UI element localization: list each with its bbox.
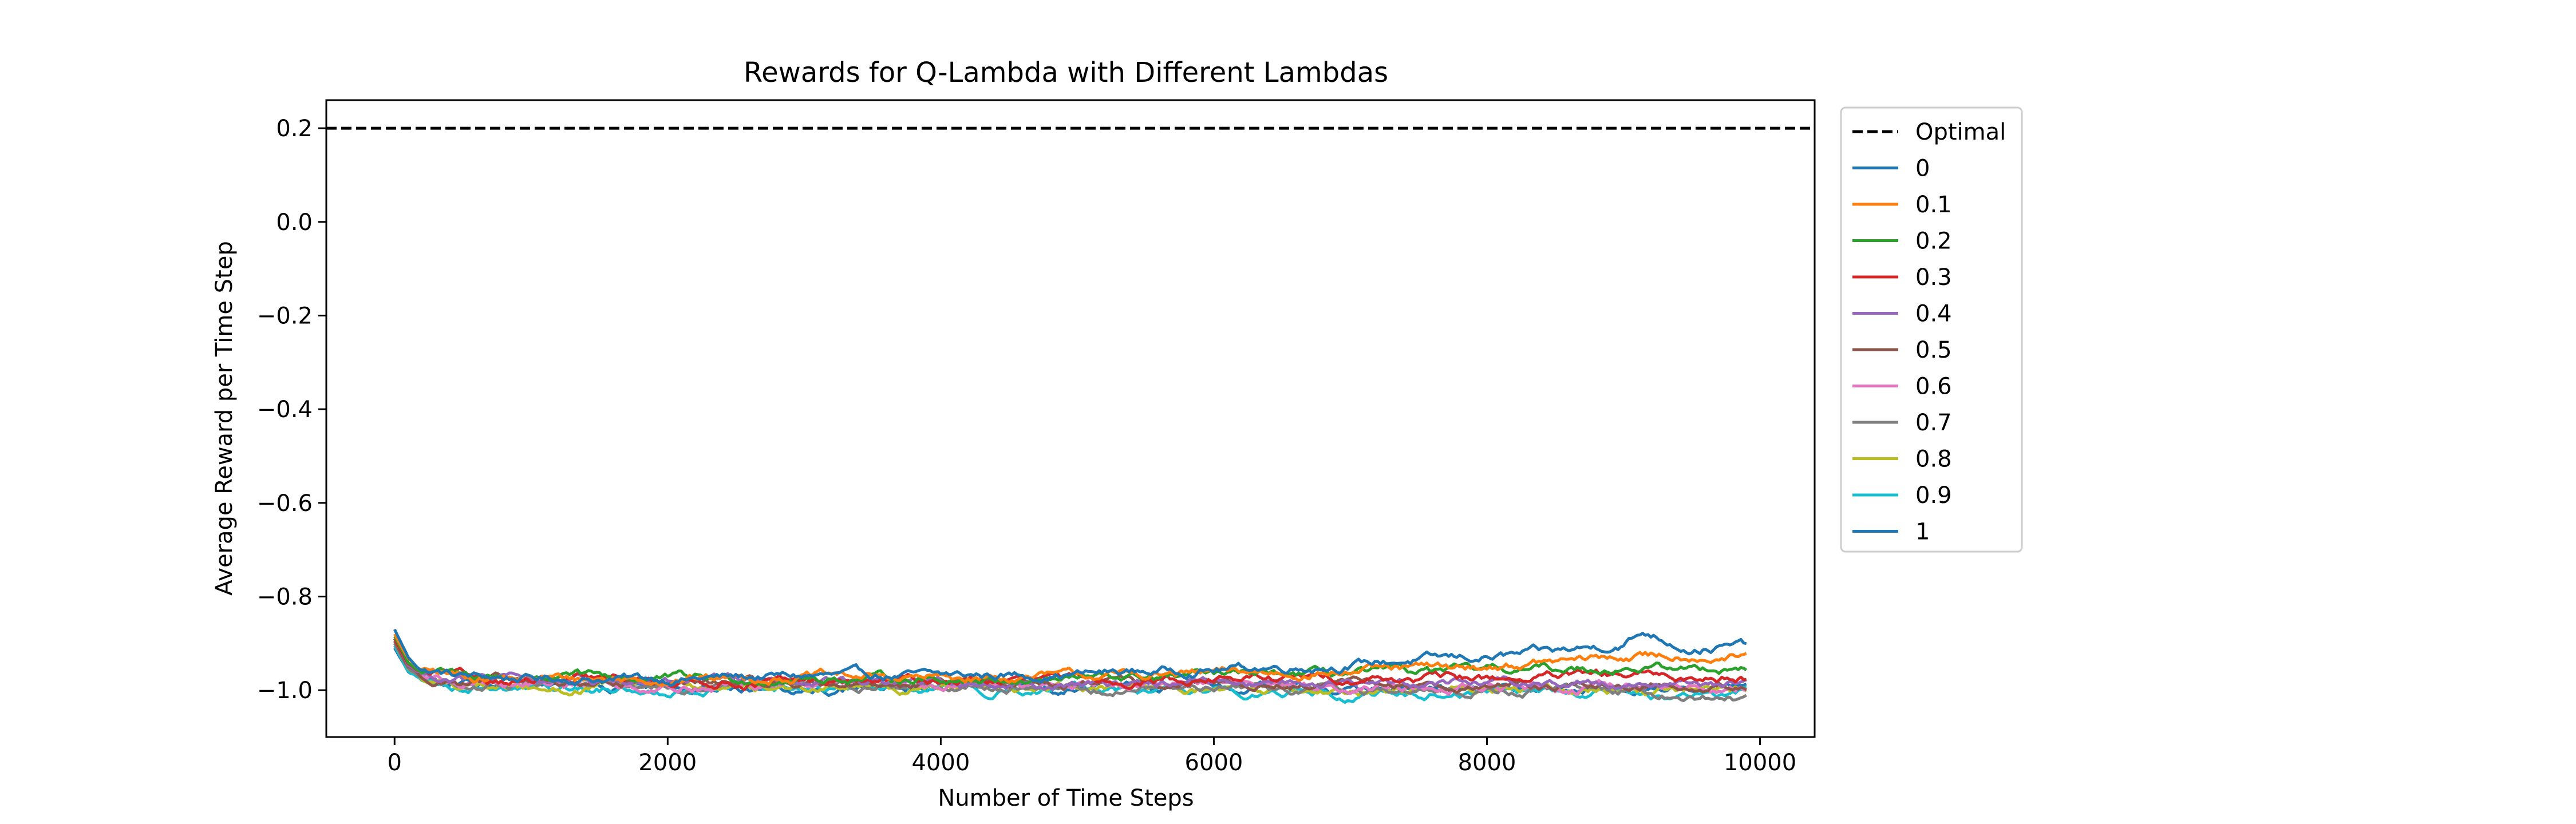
- legend-label: 0.7: [1915, 410, 1952, 436]
- x-tick-label: 4000: [911, 750, 970, 776]
- legend-label: 0.2: [1915, 228, 1952, 255]
- legend-box: [1840, 106, 2023, 553]
- series-line-0: [393, 628, 1747, 687]
- y-tick-label: −0.8: [257, 584, 313, 610]
- y-axis-label: Average Reward per Time Step: [211, 241, 238, 596]
- x-tick-label: 0: [388, 750, 402, 776]
- y-tick-label: 0.2: [276, 116, 313, 142]
- y-tick-label: −0.4: [257, 397, 313, 423]
- x-axis: 0 2000 4000 6000 8000 10000: [388, 737, 1796, 776]
- x-axis-label: Number of Time Steps: [938, 785, 1194, 811]
- legend-label: 0.9: [1915, 482, 1952, 509]
- y-axis: 0.2 0.0 −0.2 −0.4 −0.6 −0.8 −1.0: [257, 116, 326, 704]
- legend-label: Optimal: [1915, 119, 2006, 145]
- y-tick-label: −1.0: [257, 678, 313, 704]
- x-tick-label: 10000: [1724, 750, 1796, 776]
- y-tick-label: 0.0: [276, 209, 313, 236]
- y-tick-label: −0.6: [257, 490, 313, 517]
- legend-label: 0.4: [1915, 301, 1952, 327]
- y-tick-label: −0.2: [257, 303, 313, 329]
- legend-label: 0.1: [1915, 192, 1952, 218]
- legend-label: 0.8: [1915, 446, 1952, 473]
- legend-label: 0.6: [1915, 374, 1952, 400]
- legend-label: 0.3: [1915, 264, 1952, 291]
- legend: Optimal 0 0.1 0.2 0.3 0.4 0.5 0.6 0.7 0.8 0.9 1: [1840, 106, 2023, 553]
- plot-area: [326, 126, 1815, 704]
- legend-label: 0.5: [1915, 337, 1952, 363]
- chart-title: Rewards for Q-Lambda with Different Lamb…: [744, 57, 1388, 89]
- axes-frame: [325, 99, 1816, 738]
- x-tick-label: 6000: [1185, 750, 1243, 776]
- x-tick-label: 8000: [1458, 750, 1516, 776]
- x-tick-label: 2000: [638, 750, 697, 776]
- legend-label: 0: [1915, 156, 1930, 182]
- legend-label: 1: [1915, 519, 1930, 545]
- series-line-0-1: [393, 633, 1747, 687]
